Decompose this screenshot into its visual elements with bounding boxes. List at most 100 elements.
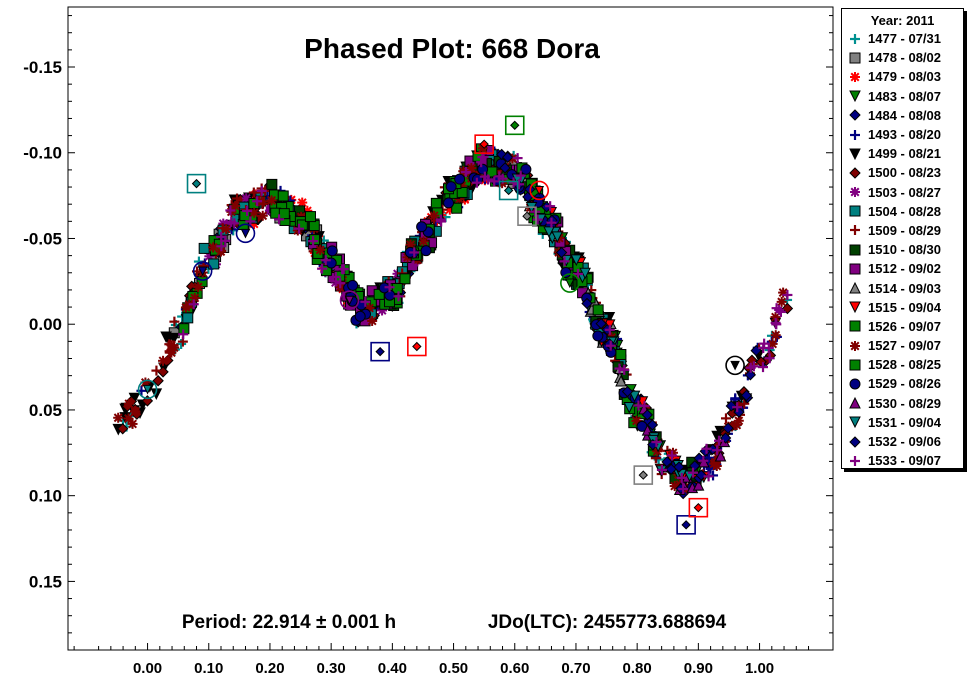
highlighted-point <box>688 497 709 518</box>
highlighted-point <box>192 261 213 281</box>
highlighted-point-marker <box>503 185 514 196</box>
legend-marker-icon <box>850 129 860 140</box>
legend-label: 1533 - 09/07 <box>868 453 942 469</box>
legend-entry: 1533 - 09/07 <box>846 451 959 470</box>
data-point <box>641 409 654 421</box>
highlighted-point <box>339 290 360 311</box>
data-point <box>745 362 756 373</box>
legend-marker <box>849 263 861 275</box>
data-point <box>152 375 164 387</box>
data-point <box>714 449 727 462</box>
highlighted-point <box>474 134 494 154</box>
data-point <box>198 242 210 254</box>
data-point <box>360 296 371 307</box>
data-point <box>123 398 134 409</box>
data-point <box>501 151 514 163</box>
legend-marker <box>850 71 860 82</box>
highlighted-point-marker <box>412 341 422 352</box>
data-point <box>712 445 723 456</box>
legend-label: 1528 - 08/25 <box>868 357 942 373</box>
y-tick-label: 0.00 <box>29 315 62 334</box>
data-point <box>169 316 180 327</box>
data-point <box>628 390 641 403</box>
legend-label: 1484 - 08/08 <box>868 107 942 123</box>
data-point <box>739 398 750 409</box>
data-point <box>354 310 366 322</box>
legend-marker-icon <box>849 109 861 122</box>
data-point <box>646 419 659 431</box>
data-point <box>725 400 738 412</box>
legend-marker-icon <box>849 281 861 294</box>
legend-entry: 1512 - 09/02 <box>846 259 959 278</box>
data-point <box>476 157 487 168</box>
axes-ticks: 0.00 0.10 0.20 0.30 0.40 0.50 0.60 0.70 0.80 0.90… <box>23 15 833 677</box>
legend-marker <box>850 455 860 466</box>
legend-label: 1477 - 07/31 <box>868 31 942 47</box>
data-point <box>188 299 199 310</box>
data-point <box>471 177 482 188</box>
legend-marker <box>849 52 861 64</box>
data-point <box>543 226 555 239</box>
legend-label: 1512 - 09/02 <box>868 261 942 277</box>
legend-marker <box>849 90 861 103</box>
data-point <box>252 196 263 207</box>
data-point <box>245 216 256 227</box>
legend-marker-icon <box>849 397 861 409</box>
data-point <box>703 452 714 463</box>
data-point <box>639 401 650 412</box>
data-point <box>384 282 395 293</box>
legend-marker <box>850 129 860 140</box>
data-point <box>532 214 543 225</box>
legend-marker <box>849 109 861 122</box>
legend-label: 1499 - 08/21 <box>868 146 942 162</box>
data-point <box>515 170 526 181</box>
data-point <box>277 190 289 202</box>
legend-entry: 1478 - 08/02 <box>846 48 959 67</box>
data-point <box>182 312 194 324</box>
legend-label: 1493 - 08/20 <box>868 127 942 143</box>
legend-entry: 1500 - 08/23 <box>846 163 959 182</box>
x-tick-label: 1.00 <box>745 660 774 677</box>
data-point <box>479 171 490 182</box>
data-point <box>416 221 428 233</box>
data-point <box>436 216 447 227</box>
x-tick-label: 0.90 <box>684 660 713 677</box>
highlighted-point-marker <box>534 185 545 196</box>
highlighted-point-marker <box>479 139 489 149</box>
legend-marker-icon <box>850 71 860 82</box>
highlighted-point <box>235 223 256 244</box>
legend-label: 1479 - 08/03 <box>868 69 942 85</box>
data-point <box>409 247 420 258</box>
data-point <box>720 413 731 424</box>
data-point <box>232 193 243 204</box>
data-point <box>216 241 227 252</box>
legend-entry: 1531 - 09/04 <box>846 413 959 432</box>
legend-marker <box>849 148 861 160</box>
data-point <box>614 363 625 374</box>
y-tick-label: 0.05 <box>29 401 62 420</box>
legend-label: 1531 - 09/04 <box>868 414 942 430</box>
data-point <box>703 471 714 482</box>
legend-marker-icon <box>849 167 861 179</box>
legend-title: Year: 2011 <box>870 13 935 28</box>
data-point <box>776 296 787 307</box>
highlighted-point <box>725 355 745 376</box>
legend-marker-icon <box>850 455 860 466</box>
highlighted-point-marker <box>730 360 740 371</box>
data-point <box>651 437 662 448</box>
data-point <box>604 324 615 335</box>
x-tick-label: 0.00 <box>133 660 162 677</box>
legend-entry: 1529 - 08/26 <box>846 374 959 393</box>
data-point <box>166 347 177 358</box>
data-point <box>615 374 627 387</box>
data-point <box>278 208 290 220</box>
x-tick-label: 0.30 <box>317 660 346 677</box>
legend-label: 1529 - 08/26 <box>868 376 942 392</box>
legend-entry: 1477 - 07/31 <box>846 29 959 48</box>
legend-entry: 1503 - 08/27 <box>846 183 959 202</box>
legend-entry: 1527 - 09/07 <box>846 336 959 355</box>
data-point <box>621 385 634 398</box>
data-point <box>623 402 636 414</box>
legend-marker-icon <box>850 187 860 198</box>
legend-label: 1478 - 08/02 <box>868 50 942 66</box>
